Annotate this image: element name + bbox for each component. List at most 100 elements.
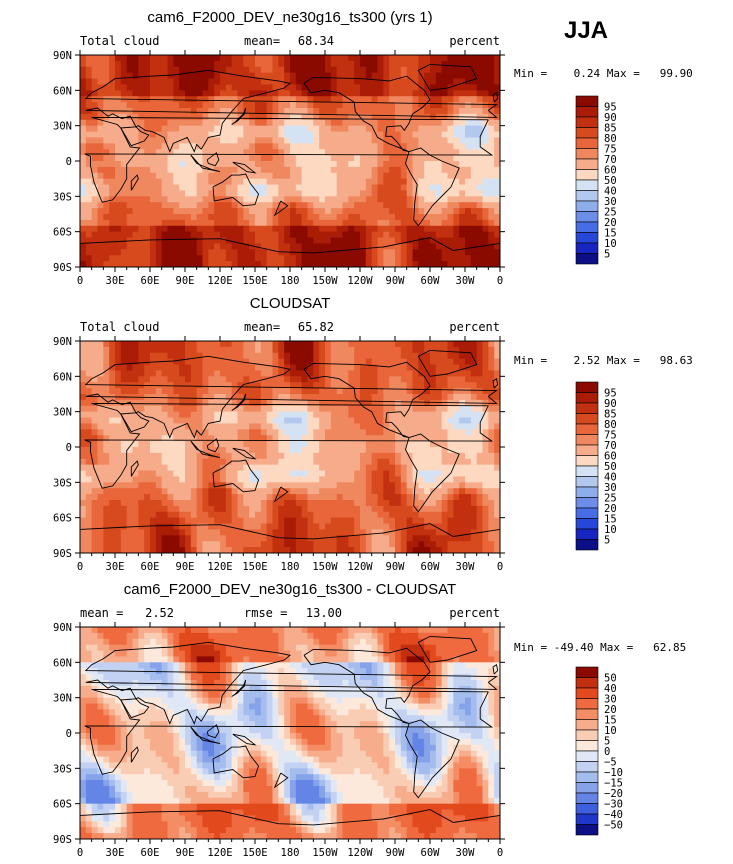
mean-label: mean= xyxy=(244,320,280,334)
heatmap-cell xyxy=(190,494,198,501)
heatmap-cell xyxy=(354,66,361,74)
heatmap-cell xyxy=(453,261,460,267)
heatmap-cell xyxy=(430,178,437,186)
heatmap-cell xyxy=(255,341,262,348)
heatmap-cell xyxy=(249,370,256,377)
heatmap-cell xyxy=(225,60,233,68)
heatmap-cell xyxy=(418,119,425,127)
heatmap-cell xyxy=(342,500,349,507)
heatmap-cell xyxy=(295,382,303,389)
heatmap-cell xyxy=(202,388,209,395)
heatmap-cell xyxy=(208,231,215,239)
heatmap-cell xyxy=(465,511,472,519)
heatmap-cell xyxy=(237,505,244,513)
heatmap-cell xyxy=(406,458,414,466)
heatmap-cell xyxy=(97,382,104,389)
heatmap-cell xyxy=(161,494,169,501)
heatmap-cell xyxy=(167,202,174,209)
heatmap-cell xyxy=(290,464,297,472)
heatmap-cell xyxy=(488,470,495,478)
heatmap-cell xyxy=(173,405,180,413)
heatmap-cell xyxy=(138,190,145,197)
heatmap-cell xyxy=(447,219,454,227)
heatmap-cell xyxy=(266,364,274,372)
heatmap-cell xyxy=(301,196,309,203)
heatmap-cell xyxy=(97,208,104,215)
heatmap-cell xyxy=(400,261,408,267)
heatmap-cell xyxy=(190,184,198,192)
heatmap-cell xyxy=(179,55,186,62)
heatmap-cell xyxy=(237,411,244,419)
heatmap-cell xyxy=(435,364,443,372)
heatmap-cell xyxy=(330,125,338,133)
heatmap-cell xyxy=(406,376,414,383)
heatmap-cell xyxy=(103,494,110,501)
heatmap-cell xyxy=(301,149,309,156)
heatmap-cell xyxy=(150,225,157,233)
heatmap-cell xyxy=(447,382,454,389)
heatmap-cell xyxy=(120,60,128,68)
heatmap-cell xyxy=(465,255,472,262)
heatmap-cell xyxy=(243,60,250,68)
heatmap-cell xyxy=(284,376,291,383)
heatmap-cell xyxy=(249,382,256,389)
heatmap-cell xyxy=(284,172,291,180)
heatmap-cell xyxy=(488,452,495,460)
heatmap-cell xyxy=(103,84,110,91)
heatmap-cell xyxy=(365,225,373,233)
heatmap-cell xyxy=(435,458,443,466)
heatmap-cell xyxy=(80,131,87,139)
heatmap-cell xyxy=(103,505,110,513)
heatmap-cell xyxy=(488,346,495,354)
heatmap-cell xyxy=(424,214,431,221)
heatmap-cell xyxy=(371,190,379,197)
heatmap-cell xyxy=(179,190,186,197)
heatmap-cell xyxy=(179,405,186,413)
heatmap-cell xyxy=(325,511,332,519)
heatmap-cell xyxy=(103,202,110,209)
heatmap-cell xyxy=(348,143,355,150)
heatmap-cell xyxy=(120,72,128,80)
heatmap-cell xyxy=(430,517,437,525)
heatmap-cell xyxy=(395,208,402,215)
heatmap-cell xyxy=(360,458,367,466)
heatmap-cell xyxy=(91,231,99,239)
heatmap-cell xyxy=(290,219,297,227)
heatmap-cell xyxy=(342,358,349,366)
heatmap-cell xyxy=(395,102,402,109)
heatmap-cell xyxy=(365,364,373,372)
heatmap-cell xyxy=(395,231,402,239)
heatmap-cell xyxy=(103,441,110,448)
heatmap-cell xyxy=(354,452,361,460)
heatmap-cell xyxy=(412,249,419,256)
heatmap-cell xyxy=(371,476,379,483)
heatmap-cell xyxy=(120,137,128,144)
heatmap-cell xyxy=(406,172,414,180)
heatmap-cell xyxy=(173,517,180,525)
heatmap-cell xyxy=(225,137,233,144)
heatmap-cell xyxy=(295,452,303,460)
heatmap-cell xyxy=(91,78,99,86)
heatmap-cell xyxy=(120,119,128,127)
heatmap-cell xyxy=(453,196,460,203)
heatmap-cell xyxy=(190,476,198,483)
heatmap-cell xyxy=(307,190,314,197)
heatmap-cell xyxy=(453,214,460,221)
heatmap-cell xyxy=(342,172,349,180)
heatmap-cell xyxy=(470,119,478,127)
heatmap-cell xyxy=(313,458,320,466)
heatmap-cell xyxy=(214,196,221,203)
heatmap-cell xyxy=(290,184,297,192)
heatmap-cell xyxy=(150,137,157,144)
heatmap-cell xyxy=(80,72,87,80)
heatmap-cell xyxy=(208,202,215,209)
heatmap-cell xyxy=(255,90,262,97)
heatmap-cell xyxy=(494,237,500,245)
heatmap-cell xyxy=(354,517,361,525)
heatmap-cell xyxy=(120,178,128,186)
heatmap-cell xyxy=(103,55,110,62)
heatmap-cell xyxy=(144,255,151,262)
heatmap-cell xyxy=(237,364,244,372)
heatmap-cell xyxy=(360,243,367,250)
heatmap-cell xyxy=(307,447,314,454)
